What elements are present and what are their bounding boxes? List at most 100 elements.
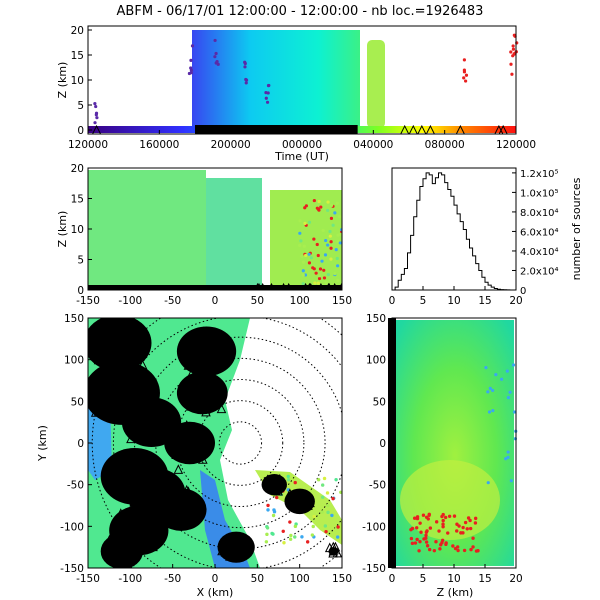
height-y-point — [468, 518, 472, 523]
height-y-point — [415, 537, 419, 542]
plan-view-point — [324, 529, 328, 534]
x-height-point — [322, 268, 326, 272]
x-height-point — [316, 281, 320, 285]
height-y-point — [484, 365, 488, 370]
plan-strike-triangle — [152, 432, 163, 443]
time-height-xtick-label: 120000 — [68, 139, 108, 151]
time-band-main — [192, 30, 360, 130]
height-y-point — [500, 377, 504, 381]
x-height-point — [329, 257, 333, 261]
plan-view-point — [271, 513, 276, 518]
height-y-point — [494, 373, 498, 377]
time-height-point — [244, 81, 248, 85]
plan-strike-triangle — [302, 497, 313, 507]
histogram-xtick-label: 0 — [389, 295, 396, 307]
height-y-point — [506, 450, 510, 454]
plan-strike-triangle — [141, 450, 151, 460]
plan-strike-triangle — [303, 500, 313, 510]
time-height-point — [264, 96, 268, 100]
time-height-point — [93, 121, 97, 125]
xz-fill-left — [88, 170, 206, 288]
height-y-point — [459, 531, 463, 535]
plan-view-point — [293, 535, 297, 539]
time-height-point — [213, 55, 217, 59]
height-y-ytick-label: -100 — [362, 521, 386, 533]
plan-strike-triangle — [324, 542, 335, 553]
height-y-point — [511, 363, 516, 367]
height-y-point — [455, 522, 459, 526]
x-height-ytick-label: 0 — [77, 285, 84, 297]
plan-strike-triangle — [185, 401, 196, 411]
x-height-point — [301, 260, 306, 264]
x-height-ytick-label: 10 — [71, 224, 84, 236]
plan-view-point — [293, 480, 297, 485]
plan-strike-triangle — [186, 369, 197, 379]
plan-strike-triangle — [148, 541, 158, 552]
plan-view-point — [264, 540, 269, 544]
time-height-ytick-label: 5 — [77, 100, 84, 112]
height-y-point — [505, 369, 509, 373]
time-height-point — [462, 70, 467, 74]
time-height-point — [94, 113, 98, 117]
plan-strike-triangle — [148, 510, 159, 520]
x-height-xtick-label: 100 — [290, 295, 310, 307]
x-height-point — [320, 259, 324, 263]
histogram-ytick-label: 1.2x10⁵ — [520, 169, 559, 180]
plan-strike-triangle — [166, 414, 176, 425]
plan-strike-triangle — [185, 440, 195, 450]
plan-strike-triangle — [159, 494, 170, 504]
plan-strike-triangle — [332, 547, 342, 558]
x-height-point — [338, 214, 342, 219]
x-height-point — [315, 242, 319, 247]
plan-view-point — [339, 490, 342, 495]
histogram-ticks: 0 5 10 15 2002.0x10⁴4.0x10⁴6.0x10⁴8.0x10⁴1.0… — [389, 169, 559, 307]
plan-strike-triangle — [173, 464, 184, 474]
plan-strike-cluster — [261, 474, 287, 496]
height-y-point — [424, 515, 429, 519]
plan-strike-triangle — [198, 326, 209, 337]
time-height-ticks: 120000 160000 200000 000000 040000 080000 1200… — [68, 25, 536, 151]
range-ring — [218, 421, 263, 465]
time-height-point — [509, 50, 513, 54]
height-y-point — [488, 386, 492, 391]
time-height-point — [213, 38, 217, 43]
x-height-ytick-label: 20 — [71, 163, 84, 175]
x-height-point — [314, 271, 318, 275]
plan-strike-triangle — [113, 454, 123, 465]
plan-view-ytick-label: -50 — [67, 480, 84, 492]
plan-view-xtick-label: 50 — [251, 573, 264, 585]
plan-view-ytick-label: 50 — [71, 396, 84, 408]
plan-strike-triangle — [272, 474, 282, 484]
zy-core — [400, 460, 500, 540]
plan-strike-triangle — [191, 362, 202, 373]
plan-view-point — [282, 541, 286, 545]
time-height-point — [511, 44, 515, 48]
height-y-point — [440, 514, 444, 519]
time-height-ytick-label: 20 — [71, 25, 84, 37]
plan-view-point — [266, 503, 270, 508]
x-height-point — [329, 203, 334, 208]
x-height-point — [319, 205, 323, 209]
plan-strike-triangle — [104, 534, 115, 545]
plan-strike-triangle — [100, 337, 111, 348]
histogram-ytick-label: 1.0x10⁵ — [520, 188, 559, 199]
histogram-line — [392, 172, 516, 291]
height-y-point — [413, 541, 418, 545]
time-height-point — [243, 61, 247, 66]
height-y-point — [441, 525, 445, 529]
height-y-point — [469, 547, 473, 552]
height-y-point — [421, 513, 426, 517]
x-height-point — [313, 281, 317, 285]
height-y-xtick-label: 10 — [447, 573, 460, 585]
plan-strike-triangle — [242, 539, 252, 549]
plan-view-xtick-label: -50 — [164, 573, 181, 585]
time-height-point — [189, 68, 194, 72]
height-y-point — [441, 518, 445, 523]
height-y-point — [506, 396, 510, 400]
plan-view-point — [312, 514, 316, 519]
height-y-point — [419, 530, 423, 534]
x-height-ytick-label: 15 — [71, 194, 84, 206]
time-height-point — [462, 76, 466, 80]
time-height-xtick-label: 120000 — [496, 139, 536, 151]
